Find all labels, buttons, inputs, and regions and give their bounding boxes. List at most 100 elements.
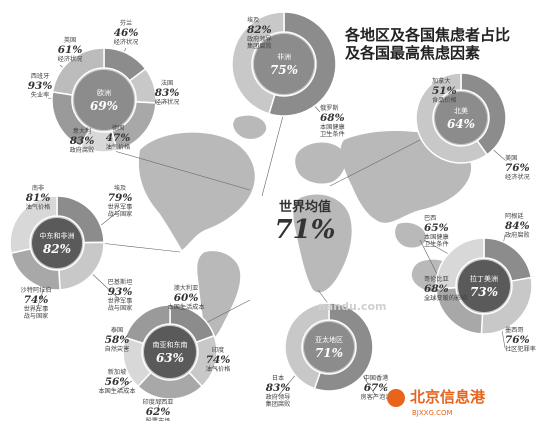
country-value: 83% bbox=[266, 382, 291, 394]
country-name: 西班牙 bbox=[31, 72, 50, 80]
map-europe bbox=[295, 142, 346, 184]
country-value: 65% bbox=[424, 222, 449, 234]
country-name: 新加坡 bbox=[108, 368, 127, 376]
country-factor: 经济状况 bbox=[155, 98, 180, 106]
region-value: 71% bbox=[315, 346, 343, 360]
country-factor: 战与国家 bbox=[24, 312, 49, 320]
country-factor: 本国生活成本 bbox=[98, 387, 135, 395]
country-factor: 政府领导 bbox=[266, 393, 291, 401]
country-factor: 失业率 bbox=[31, 91, 50, 99]
country-factor: 股票市场 bbox=[146, 417, 171, 421]
country-factor: 经济状况 bbox=[58, 55, 83, 63]
country-factor: 集团腐败 bbox=[266, 400, 291, 408]
country-name: 美国 bbox=[505, 154, 517, 162]
title-line-1: 各地区及各国焦虑者占比 bbox=[344, 26, 510, 44]
leader-line bbox=[103, 147, 251, 191]
donut-middle-east-africa: 中东和非洲 82% bbox=[9, 195, 105, 291]
donut-center bbox=[435, 92, 487, 144]
country-factor: 集团腐败 bbox=[247, 42, 272, 50]
donut-center bbox=[74, 70, 134, 130]
country-name: 澳大利亚 bbox=[174, 284, 199, 292]
country-factor: 房客产泡沫 bbox=[361, 393, 392, 401]
country-factor: 油气价格 bbox=[206, 365, 232, 373]
country-name: 埃及 bbox=[114, 184, 126, 192]
region-donuts: 欧洲 69% 非洲 75% 北美 64% 中东和非洲 82% 拉丁美洲 73% 亚太地区 71% 南亚和… bbox=[9, 11, 533, 400]
country-name: 意大利 bbox=[73, 127, 92, 135]
region-value: 75% bbox=[270, 63, 298, 77]
leader-line bbox=[99, 242, 181, 253]
country-factor: 油气价格 bbox=[26, 203, 52, 211]
country-factor: 油气价格 bbox=[106, 143, 132, 151]
world-average-label: 世界均值 bbox=[279, 199, 331, 215]
map-south-america bbox=[197, 251, 241, 340]
country-value: 79% bbox=[108, 192, 133, 204]
country-name: 芬兰 bbox=[120, 19, 132, 27]
country-name: 巴西 bbox=[424, 215, 436, 222]
donut-slice bbox=[268, 11, 337, 117]
country-value: 46% bbox=[114, 27, 139, 39]
country-factor: 食品价格 bbox=[432, 96, 458, 104]
country-name: 阿根廷 bbox=[505, 212, 524, 220]
country-value: 74% bbox=[24, 294, 49, 306]
country-value: 82% bbox=[247, 24, 272, 36]
country-factor: 世界军事 bbox=[108, 203, 133, 211]
watermark-text: 北京信息港 bbox=[410, 388, 486, 406]
map-africa bbox=[293, 194, 352, 293]
donut-slice bbox=[231, 11, 285, 115]
country-name: 沙特阿拉伯 bbox=[21, 286, 52, 294]
region-name: 拉丁美洲 bbox=[470, 274, 498, 283]
country-factor: 政府领导 bbox=[247, 35, 272, 43]
country-factor: 世界军事 bbox=[24, 305, 49, 313]
donut-slice bbox=[124, 304, 171, 345]
country-name: 墨西哥 bbox=[505, 327, 524, 334]
donut-slice bbox=[51, 47, 105, 96]
donut-center bbox=[458, 260, 510, 312]
country-value: 74% bbox=[206, 354, 231, 366]
country-factor: 经济状况 bbox=[505, 173, 530, 181]
country-value: 47% bbox=[106, 132, 131, 144]
country-name: 中国香港 bbox=[364, 374, 390, 382]
region-value: 63% bbox=[156, 351, 184, 365]
region-name: 亚太地区 bbox=[315, 335, 343, 344]
country-name: 印度尼西亚 bbox=[143, 398, 174, 406]
country-factor: 经济状况 bbox=[114, 38, 139, 46]
watermark-logo: 北京信息港 BJXXG.COM bbox=[386, 386, 486, 417]
country-factor: 战与国家 bbox=[108, 304, 133, 312]
donut-center bbox=[254, 34, 314, 94]
world-average-value: 71% bbox=[275, 215, 336, 245]
donut-south-asia-pacific: 南亚和东南 63% bbox=[122, 304, 218, 400]
watermark-mid: nandu.com bbox=[318, 300, 387, 313]
country-factor: 战与国家 bbox=[108, 210, 133, 218]
country-factor: 社区犯罪率 bbox=[505, 345, 536, 353]
region-value: 69% bbox=[90, 99, 118, 113]
country-factor: 全球变暖的影响 bbox=[424, 294, 467, 302]
country-value: 62% bbox=[146, 406, 171, 418]
country-value: 56% bbox=[105, 376, 130, 388]
country-factor: 本国健康 bbox=[320, 123, 345, 131]
title-line-2: 及各国最高焦虑因素 bbox=[345, 44, 480, 62]
map-southeast-asia bbox=[395, 222, 426, 248]
country-name: 俄罗斯 bbox=[320, 104, 339, 112]
country-factor: 本国生活成本 bbox=[167, 303, 204, 311]
donut-slice bbox=[415, 72, 489, 164]
country-value: 68% bbox=[424, 283, 449, 295]
leader-line bbox=[329, 139, 421, 187]
donut-europe: 欧洲 69% bbox=[51, 47, 157, 153]
